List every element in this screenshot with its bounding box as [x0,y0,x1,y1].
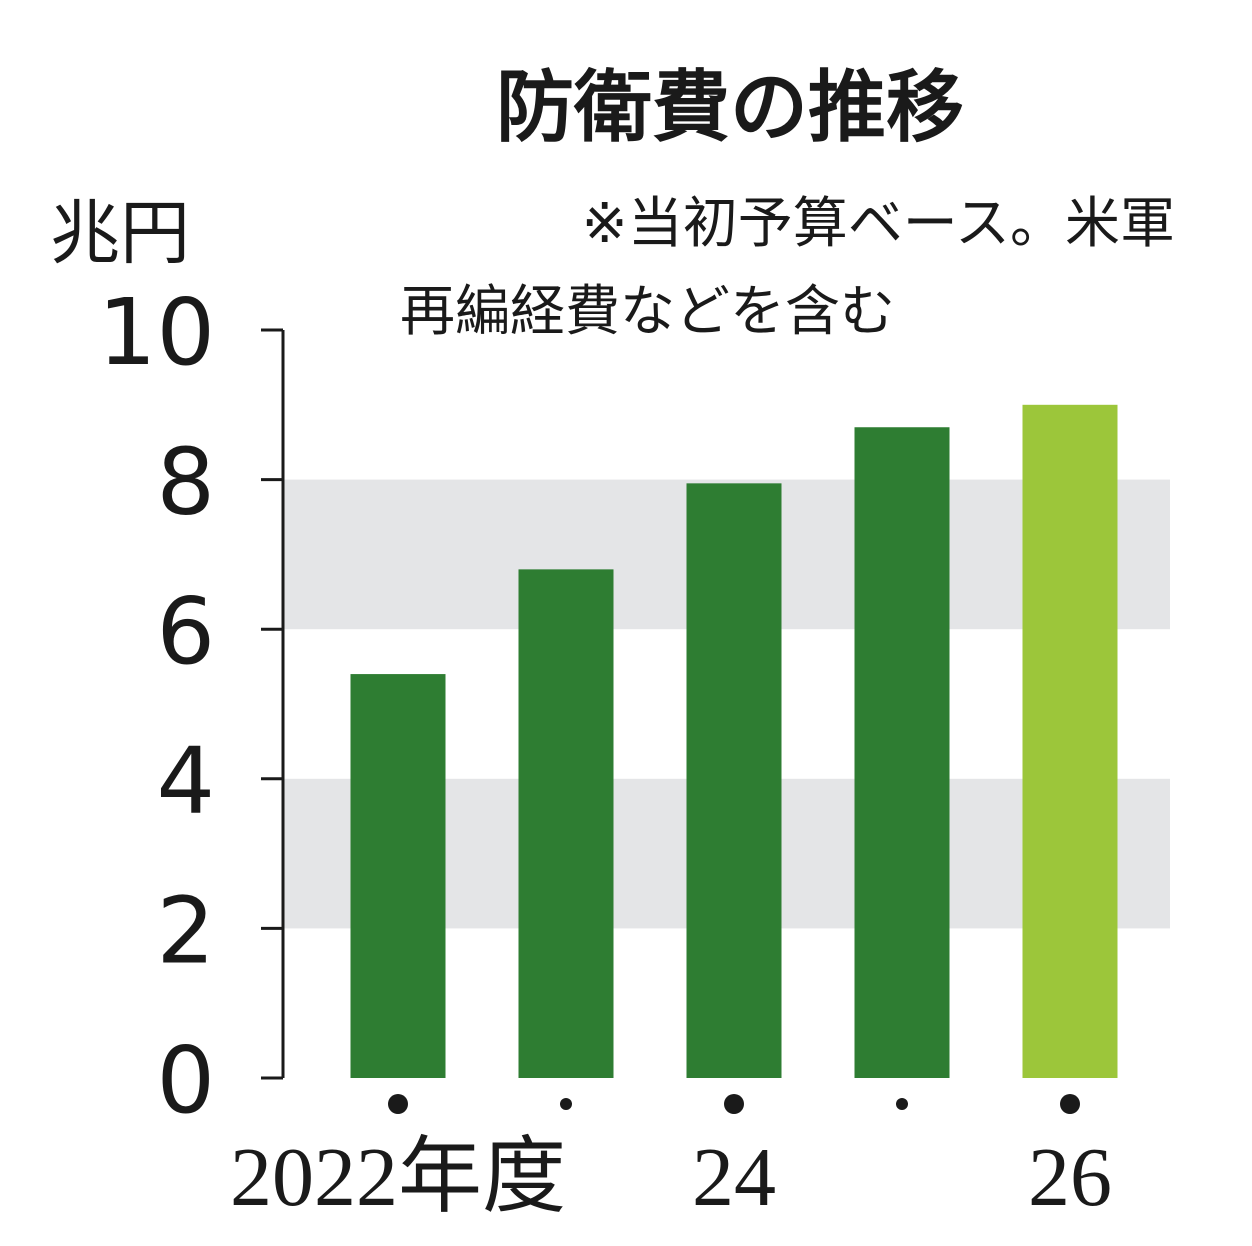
bar-2025 [854,427,950,1078]
bar-2024 [686,483,782,1079]
year-dot [724,1094,744,1114]
year-dot [560,1098,572,1110]
chart-title: 防衛費の推移 [496,63,964,153]
y-tick-label: 4 [156,728,215,835]
y-tick-label: 2 [156,877,215,984]
x-tick-label: 26 [1028,1131,1112,1224]
bar-series [350,404,1118,1079]
y-tick-label: 10 [98,279,215,386]
x-tick-label: 2022年度 [230,1131,566,1224]
y-axis [261,328,285,1080]
y-tick-labels: 0 2 4 6 8 10 [98,279,215,1134]
y-tick-label: 0 [156,1027,215,1134]
x-tick-labels: 2022年度 24 26 [230,1094,1112,1224]
year-dot [1060,1094,1080,1114]
year-dot [388,1094,408,1114]
y-tick-label: 8 [156,429,215,536]
chart-note-line-2: 再編経費などを含む [400,279,895,343]
y-axis-unit-label: 兆円 [50,192,190,274]
chart-note-line-1: ※当初予算ベース。米軍 [582,191,1175,255]
x-tick-label: 24 [692,1131,776,1224]
bar-2026 [1022,404,1118,1078]
bar-2023 [518,569,614,1078]
year-dot [896,1098,908,1110]
bar-2022 [350,674,446,1078]
y-tick-label: 6 [156,578,215,685]
